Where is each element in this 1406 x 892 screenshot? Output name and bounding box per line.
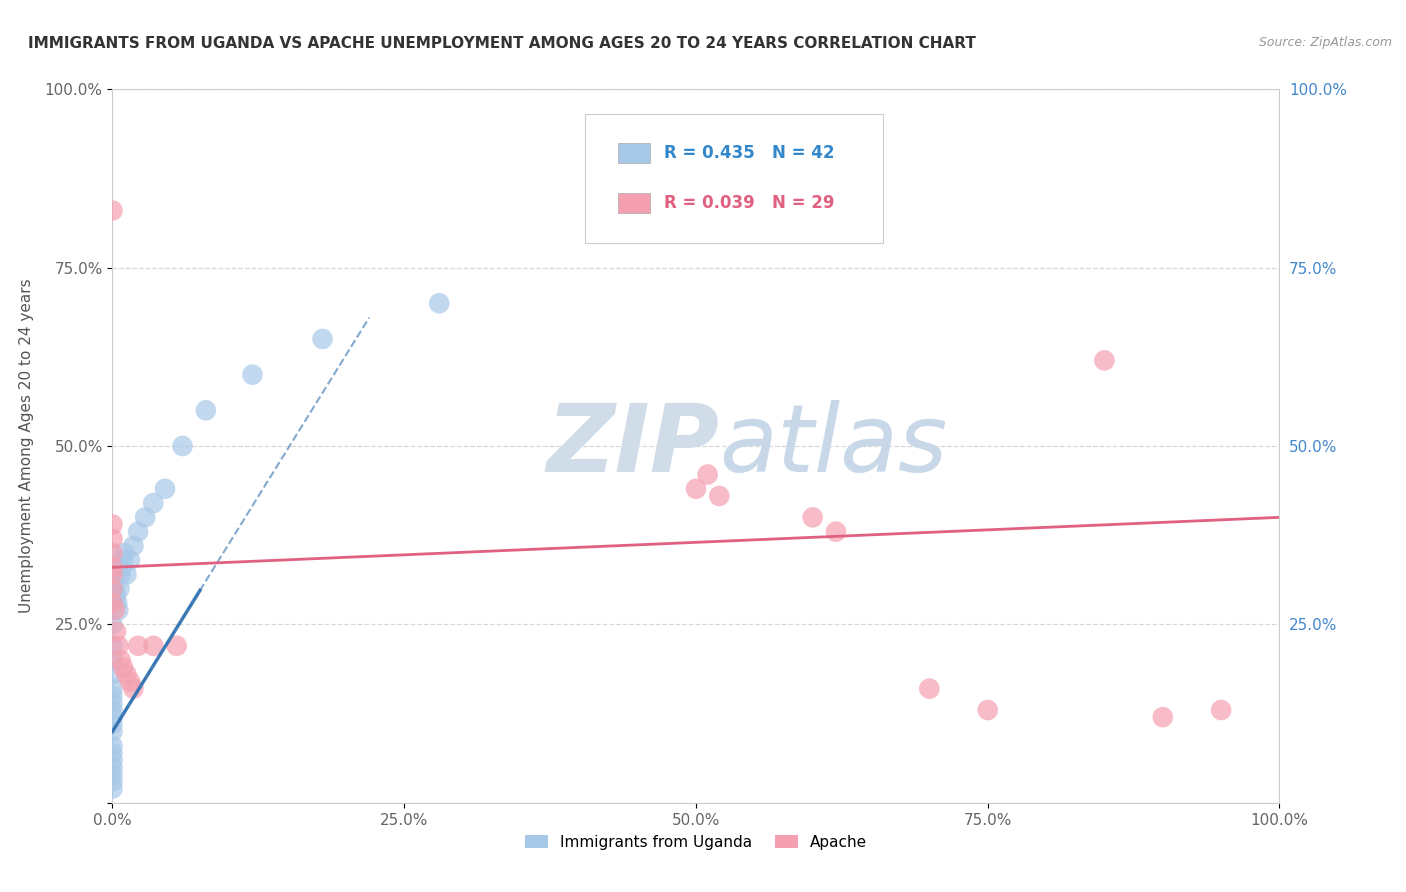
Point <box>1209 703 1232 717</box>
Text: Source: ZipAtlas.com: Source: ZipAtlas.com <box>1258 36 1392 49</box>
Y-axis label: Unemployment Among Ages 20 to 24 years: Unemployment Among Ages 20 to 24 years <box>18 278 34 614</box>
Point <box>122 539 145 553</box>
Point <box>111 553 134 567</box>
Point <box>1094 353 1116 368</box>
Point <box>311 332 333 346</box>
Point <box>110 567 132 582</box>
Point <box>101 781 124 796</box>
Point <box>696 467 718 482</box>
Point <box>153 482 176 496</box>
Point <box>142 496 165 510</box>
Point <box>101 689 124 703</box>
Point <box>101 532 124 546</box>
Point <box>101 739 124 753</box>
Point <box>101 767 124 781</box>
Point <box>105 596 128 610</box>
Point <box>976 703 998 717</box>
Point <box>104 603 127 617</box>
Point <box>101 774 124 789</box>
Point <box>101 546 124 560</box>
Point <box>194 403 217 417</box>
Point <box>111 660 134 674</box>
Point <box>101 596 124 610</box>
Point <box>127 524 149 539</box>
Point <box>107 603 129 617</box>
FancyBboxPatch shape <box>585 114 883 243</box>
Point <box>142 639 165 653</box>
Bar <box>617 144 651 163</box>
Point <box>134 510 156 524</box>
Point <box>101 710 124 724</box>
Point <box>166 639 188 653</box>
Point <box>101 567 124 582</box>
Point <box>101 653 124 667</box>
Point <box>101 203 124 218</box>
Point <box>101 717 124 731</box>
Point <box>172 439 194 453</box>
Point <box>825 524 848 539</box>
Point <box>118 674 141 689</box>
Point <box>801 510 824 524</box>
Point <box>1152 710 1174 724</box>
Point <box>118 553 141 567</box>
Text: ZIP: ZIP <box>547 400 720 492</box>
Point <box>111 560 134 574</box>
Text: R = 0.435   N = 42: R = 0.435 N = 42 <box>665 145 835 162</box>
Point <box>104 582 127 596</box>
Point <box>104 624 127 639</box>
Point <box>115 667 138 681</box>
Point <box>918 681 941 696</box>
Point <box>110 653 132 667</box>
Point <box>112 546 135 560</box>
Text: IMMIGRANTS FROM UGANDA VS APACHE UNEMPLOYMENT AMONG AGES 20 TO 24 YEARS CORRELAT: IMMIGRANTS FROM UGANDA VS APACHE UNEMPLO… <box>28 36 976 51</box>
Point <box>101 639 124 653</box>
Point <box>101 560 124 574</box>
Point <box>115 567 138 582</box>
Point <box>104 589 127 603</box>
Point <box>101 696 124 710</box>
Point <box>242 368 264 382</box>
Text: atlas: atlas <box>720 401 948 491</box>
Point <box>101 617 124 632</box>
Point <box>101 596 124 610</box>
Point <box>101 667 124 681</box>
Point <box>101 746 124 760</box>
Point <box>101 753 124 767</box>
Point <box>101 582 124 596</box>
Point <box>127 639 149 653</box>
Point <box>108 582 131 596</box>
Point <box>685 482 707 496</box>
Point <box>101 582 124 596</box>
Point <box>107 639 129 653</box>
Text: R = 0.039   N = 29: R = 0.039 N = 29 <box>665 194 835 212</box>
Point <box>427 296 450 310</box>
Point <box>101 703 124 717</box>
Point <box>104 567 127 582</box>
Point <box>709 489 731 503</box>
Point <box>122 681 145 696</box>
Legend: Immigrants from Uganda, Apache: Immigrants from Uganda, Apache <box>519 829 873 855</box>
Point <box>101 760 124 774</box>
Bar <box>617 194 651 213</box>
Point <box>101 517 124 532</box>
Point <box>101 724 124 739</box>
Point <box>101 681 124 696</box>
